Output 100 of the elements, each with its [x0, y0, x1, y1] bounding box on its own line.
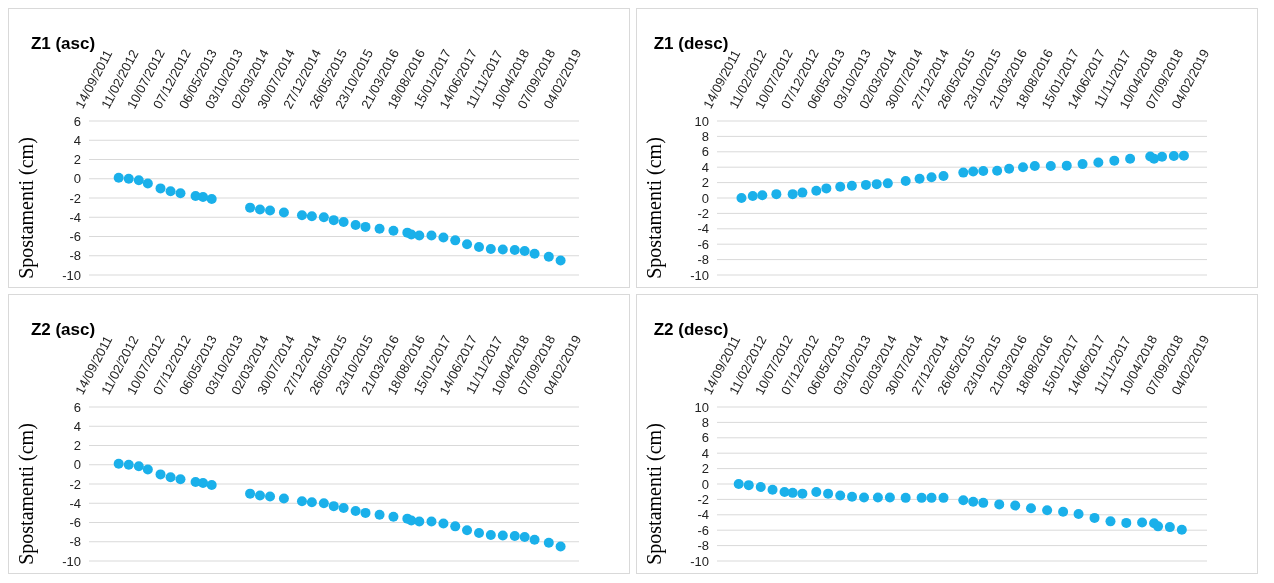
- y-tick-label: -4: [69, 209, 81, 225]
- y-tick-label: -4: [697, 221, 709, 237]
- point: [1105, 516, 1116, 527]
- y-tick-label: 2: [73, 152, 81, 168]
- point: [968, 166, 979, 177]
- point: [543, 537, 554, 548]
- point: [374, 223, 385, 234]
- point: [747, 191, 758, 202]
- point: [736, 193, 747, 203]
- point: [914, 173, 925, 184]
- point: [388, 225, 399, 236]
- point: [860, 179, 871, 190]
- point: [926, 492, 937, 503]
- point: [835, 181, 846, 192]
- y-tick-label: -8: [697, 538, 709, 554]
- point: [462, 525, 473, 536]
- point: [254, 490, 265, 501]
- point: [882, 178, 893, 189]
- point: [771, 189, 782, 200]
- chart-title: Z2 (desc): [652, 319, 729, 339]
- point: [175, 474, 186, 485]
- point: [414, 230, 425, 241]
- point: [142, 464, 153, 475]
- point: [278, 493, 289, 504]
- y-tick-label: 6: [73, 113, 81, 129]
- point: [450, 521, 461, 532]
- point: [474, 528, 485, 539]
- y-tick-label: -10: [690, 553, 709, 569]
- point: [206, 193, 217, 204]
- point: [519, 531, 530, 542]
- y-tick-label: -6: [697, 522, 709, 538]
- y-tick-label: -2: [69, 190, 81, 206]
- point: [155, 183, 166, 194]
- y-tick-label: -4: [697, 507, 709, 523]
- point: [958, 495, 969, 506]
- point: [142, 178, 153, 189]
- point: [938, 492, 949, 503]
- y-tick-label: -6: [697, 236, 709, 252]
- point: [555, 255, 566, 266]
- point: [1176, 524, 1187, 535]
- point: [767, 484, 778, 495]
- point: [198, 478, 209, 489]
- y-axis-title: Spostamenti (cm): [643, 423, 667, 565]
- point: [328, 501, 339, 512]
- point: [1137, 517, 1148, 528]
- y-tick-label: 4: [701, 159, 709, 175]
- point: [543, 251, 554, 262]
- point: [1026, 503, 1036, 514]
- point: [1010, 500, 1021, 511]
- y-tick-label: -8: [697, 252, 709, 268]
- point: [360, 221, 371, 232]
- point: [485, 530, 496, 541]
- point: [1121, 517, 1132, 528]
- point: [338, 217, 349, 228]
- point: [254, 204, 265, 215]
- point: [1077, 159, 1088, 170]
- point: [474, 242, 485, 253]
- point: [426, 230, 437, 241]
- y-tick-label: 6: [73, 399, 81, 415]
- y-tick-label: 0: [73, 171, 81, 187]
- point: [884, 492, 895, 503]
- point: [133, 461, 144, 472]
- point: [509, 530, 520, 541]
- chart-title: Z1 (asc): [30, 34, 96, 53]
- point: [509, 244, 520, 255]
- point: [529, 248, 540, 259]
- point: [350, 219, 361, 230]
- point: [338, 503, 349, 514]
- y-tick-label: 10: [694, 399, 709, 415]
- point: [847, 491, 858, 502]
- point: [992, 165, 1003, 176]
- point: [529, 534, 540, 545]
- point: [811, 487, 822, 498]
- point: [296, 496, 307, 507]
- point: [123, 173, 134, 184]
- y-tick-label: -10: [62, 267, 81, 283]
- point: [206, 479, 217, 490]
- point: [871, 179, 882, 190]
- point: [1042, 505, 1053, 516]
- point: [938, 171, 949, 182]
- y-tick-label: -4: [69, 495, 81, 511]
- point: [306, 497, 317, 508]
- point: [113, 458, 124, 469]
- y-tick-label: 0: [73, 457, 81, 473]
- point: [916, 492, 927, 503]
- point: [968, 496, 979, 507]
- point: [1149, 153, 1160, 164]
- y-tick-label: 4: [73, 418, 81, 434]
- y-tick-label: -2: [697, 206, 709, 222]
- point: [278, 207, 289, 218]
- point: [900, 492, 911, 503]
- point: [198, 192, 209, 203]
- y-tick-label: 0: [701, 190, 709, 206]
- y-tick-label: 8: [701, 129, 709, 145]
- point: [438, 518, 449, 529]
- point: [787, 487, 798, 498]
- point: [438, 232, 449, 243]
- point: [414, 516, 425, 527]
- point: [1109, 155, 1120, 166]
- y-tick-label: -6: [69, 229, 81, 245]
